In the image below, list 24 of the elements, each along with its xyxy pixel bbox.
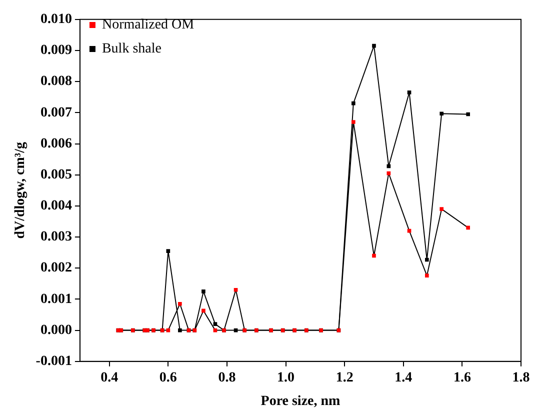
x-tick-label: 1.0 (277, 370, 295, 386)
legend-label: Normalized OM (102, 18, 195, 33)
y-axis-title: dV/dlogw, cm³/g (13, 142, 28, 239)
y-tick-label: 0.002 (40, 260, 72, 276)
y-tick-label: 0.008 (40, 74, 72, 90)
x-axis-title: Pore size, nm (260, 394, 341, 410)
x-tick-label: 1.2 (336, 370, 354, 386)
y-tick-label: 0.003 (40, 230, 72, 245)
y-tick-label: 0.010 (40, 12, 72, 28)
y-tick-label: -0.001 (36, 354, 72, 370)
x-tick-label: 0.4 (100, 370, 118, 386)
legend-label: Bulk shale (102, 42, 162, 57)
x-tick-label: 0.8 (218, 370, 236, 386)
x-tick-label: 1.8 (512, 370, 530, 386)
y-tick-label: 0.005 (40, 167, 72, 182)
y-tick-label: 0.000 (40, 322, 72, 338)
y-tick-label: 0.004 (40, 198, 72, 214)
x-tick-label: 0.6 (159, 370, 177, 386)
y-tick-label: 0.007 (40, 105, 72, 120)
y-tick-label: 0.001 (40, 292, 72, 307)
x-tick-label: 1.6 (453, 370, 471, 386)
x-tick-label: 1.4 (394, 370, 412, 386)
y-tick-label: 0.009 (40, 43, 72, 58)
y-tick-label: 0.006 (40, 136, 72, 152)
